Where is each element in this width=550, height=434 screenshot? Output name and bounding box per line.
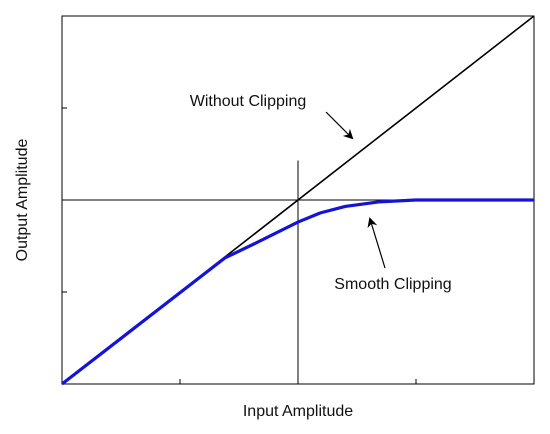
y-axis-label: Output Amplitude [14,139,31,262]
x-axis-label: Input Amplitude [243,403,353,420]
annotation: Smooth Clipping [334,276,451,293]
line-series [61,198,534,386]
annotation: Without Clipping [190,93,307,110]
annotation-arrow [325,111,354,140]
annotation-arrow [367,217,386,269]
